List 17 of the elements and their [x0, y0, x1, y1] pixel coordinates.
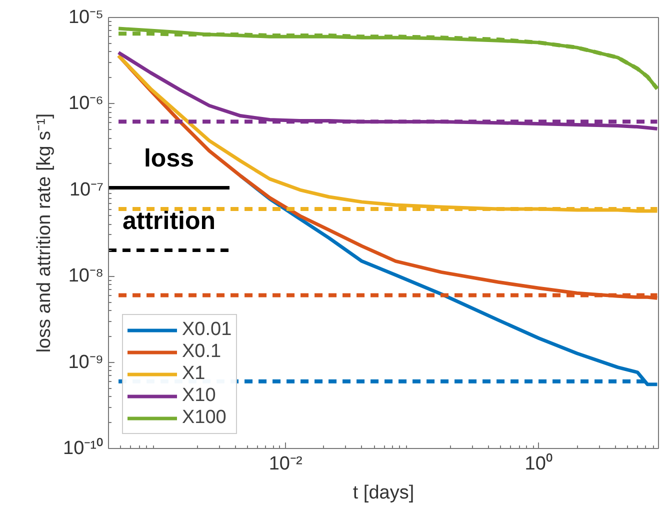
legend-label: X100: [182, 407, 226, 429]
annotation: loss: [144, 144, 194, 173]
legend-label: X10: [182, 385, 216, 407]
y-axis-title: loss and attrition rate [kg s⁻¹]: [34, 113, 56, 353]
legend-label: X0.1: [182, 341, 222, 363]
legend-label: X0.01: [182, 319, 232, 341]
legend-label: X1: [182, 363, 206, 385]
y-tick-label: 10⁻⁶: [68, 93, 104, 114]
y-tick-label: 10⁻¹⁰: [63, 437, 104, 459]
annotation: attrition: [122, 207, 216, 236]
y-tick-label: 10⁻⁹: [68, 352, 104, 373]
x-tick-label: 10⁻²: [268, 454, 302, 474]
y-tick-label: 10⁻⁷: [69, 179, 104, 200]
x-axis-title: t [days]: [352, 482, 414, 504]
y-tick-label: 10⁻⁵: [68, 7, 104, 28]
x-tick-label: 10⁰: [524, 452, 553, 474]
y-tick-label: 10⁻⁸: [68, 266, 104, 287]
